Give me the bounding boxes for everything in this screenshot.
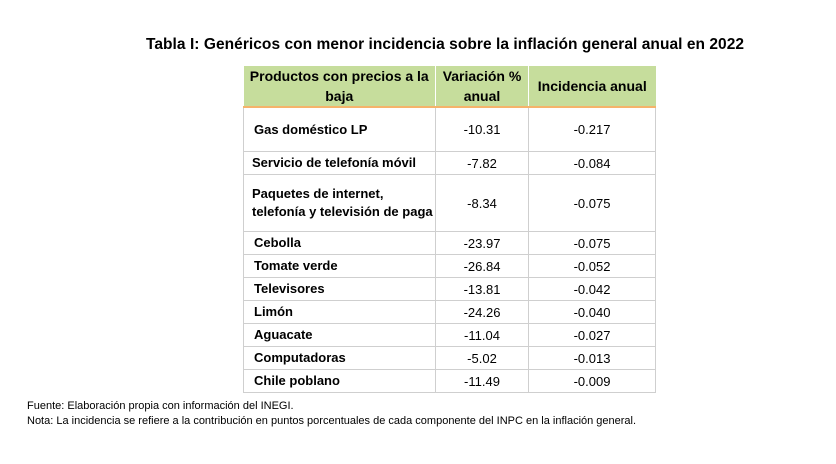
variation-value: -5.02	[435, 346, 529, 370]
variation-value: -23.97	[435, 231, 529, 255]
column-header-product: Productos con precios a la baja	[243, 66, 436, 108]
table-row: Chile poblano -11.49 -0.009	[243, 369, 656, 393]
column-header-incidence: Incidencia anual	[528, 66, 656, 108]
table-row: Aguacate -11.04 -0.027	[243, 323, 656, 347]
column-header-variation: Variación % anual	[435, 66, 529, 108]
product-name: Servicio de telefonía móvil	[243, 151, 436, 175]
table-row: Televisores -13.81 -0.042	[243, 277, 656, 301]
product-name: Cebolla	[243, 231, 436, 255]
table-row: Gas doméstico LP -10.31 -0.217	[243, 106, 656, 152]
product-name: Aguacate	[243, 323, 436, 347]
table-row: Tomate verde -26.84 -0.052	[243, 254, 656, 278]
table-row: Limón -24.26 -0.040	[243, 300, 656, 324]
variation-value: -24.26	[435, 300, 529, 324]
variation-value: -7.82	[435, 151, 529, 175]
incidence-value: -0.027	[528, 323, 656, 347]
incidence-value: -0.042	[528, 277, 656, 301]
product-name: Computadoras	[243, 346, 436, 370]
table-row: Cebolla -23.97 -0.075	[243, 231, 656, 255]
product-name: Paquetes de internet, telefonía y televi…	[243, 174, 436, 232]
product-name: Limón	[243, 300, 436, 324]
product-name: Chile poblano	[243, 369, 436, 393]
variation-value: -8.34	[435, 174, 529, 232]
incidence-value: -0.052	[528, 254, 656, 278]
table-row: Servicio de telefonía móvil -7.82 -0.084	[243, 151, 656, 175]
incidence-value: -0.075	[528, 174, 656, 232]
incidence-value: -0.217	[528, 106, 656, 152]
variation-value: -13.81	[435, 277, 529, 301]
source-note: Fuente: Elaboración propia con informaci…	[27, 400, 294, 412]
table-row: Computadoras -5.02 -0.013	[243, 346, 656, 370]
incidence-value: -0.013	[528, 346, 656, 370]
incidence-value: -0.009	[528, 369, 656, 393]
variation-value: -26.84	[435, 254, 529, 278]
data-table: Productos con precios a la baja Variació…	[243, 66, 656, 393]
footnotes: Fuente: Elaboración propia con informaci…	[27, 399, 636, 429]
table-row: Paquetes de internet, telefonía y televi…	[243, 174, 656, 232]
variation-value: -11.49	[435, 369, 529, 393]
variation-value: -10.31	[435, 106, 529, 152]
incidence-value: -0.075	[528, 231, 656, 255]
incidence-note: Nota: La incidencia se refiere a la cont…	[27, 415, 637, 427]
variation-value: -11.04	[435, 323, 529, 347]
header-row: Productos con precios a la baja Variació…	[243, 66, 656, 108]
incidence-value: -0.040	[528, 300, 656, 324]
table-title: Tabla I: Genéricos con menor incidencia …	[146, 36, 745, 53]
incidence-value: -0.084	[528, 151, 656, 175]
product-name: Tomate verde	[243, 254, 436, 278]
product-name: Televisores	[243, 277, 436, 301]
product-name: Gas doméstico LP	[243, 106, 436, 152]
